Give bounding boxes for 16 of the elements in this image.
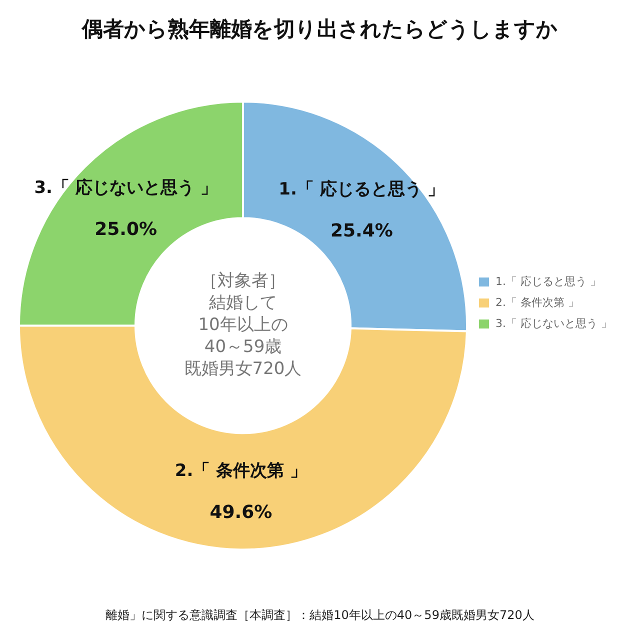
chart-title: 偶者から熟年離婚を切り出されたらどうしますか [81, 17, 558, 42]
legend-label: 1.「 応じると思う 」 [496, 274, 602, 288]
text: 離婚」に関する意識調査［本調査］：結婚10年以上の40～59歳既婚男女720人 [106, 608, 534, 622]
text: 結婚して [208, 293, 278, 314]
text: ［対象者］ [200, 271, 286, 292]
data-label: 25.4% [330, 220, 393, 242]
data-label: 25.0% [94, 219, 158, 240]
slice-label: 1.「 応じると思う 」 [278, 179, 445, 200]
slice-label: 2.「 条件次第 」 [174, 460, 307, 481]
legend-label: 3.「 応じないと思う 」 [496, 316, 612, 330]
text: 既婚男女720人 [184, 359, 302, 380]
slice-label: 3.「 応じないと思う 」 [34, 178, 218, 198]
text: 40～59歳 [204, 337, 282, 358]
data-label: 49.6% [210, 502, 272, 524]
text: 10年以上の [198, 315, 288, 336]
legend-label: 2.「 条件次第 」 [496, 296, 580, 309]
